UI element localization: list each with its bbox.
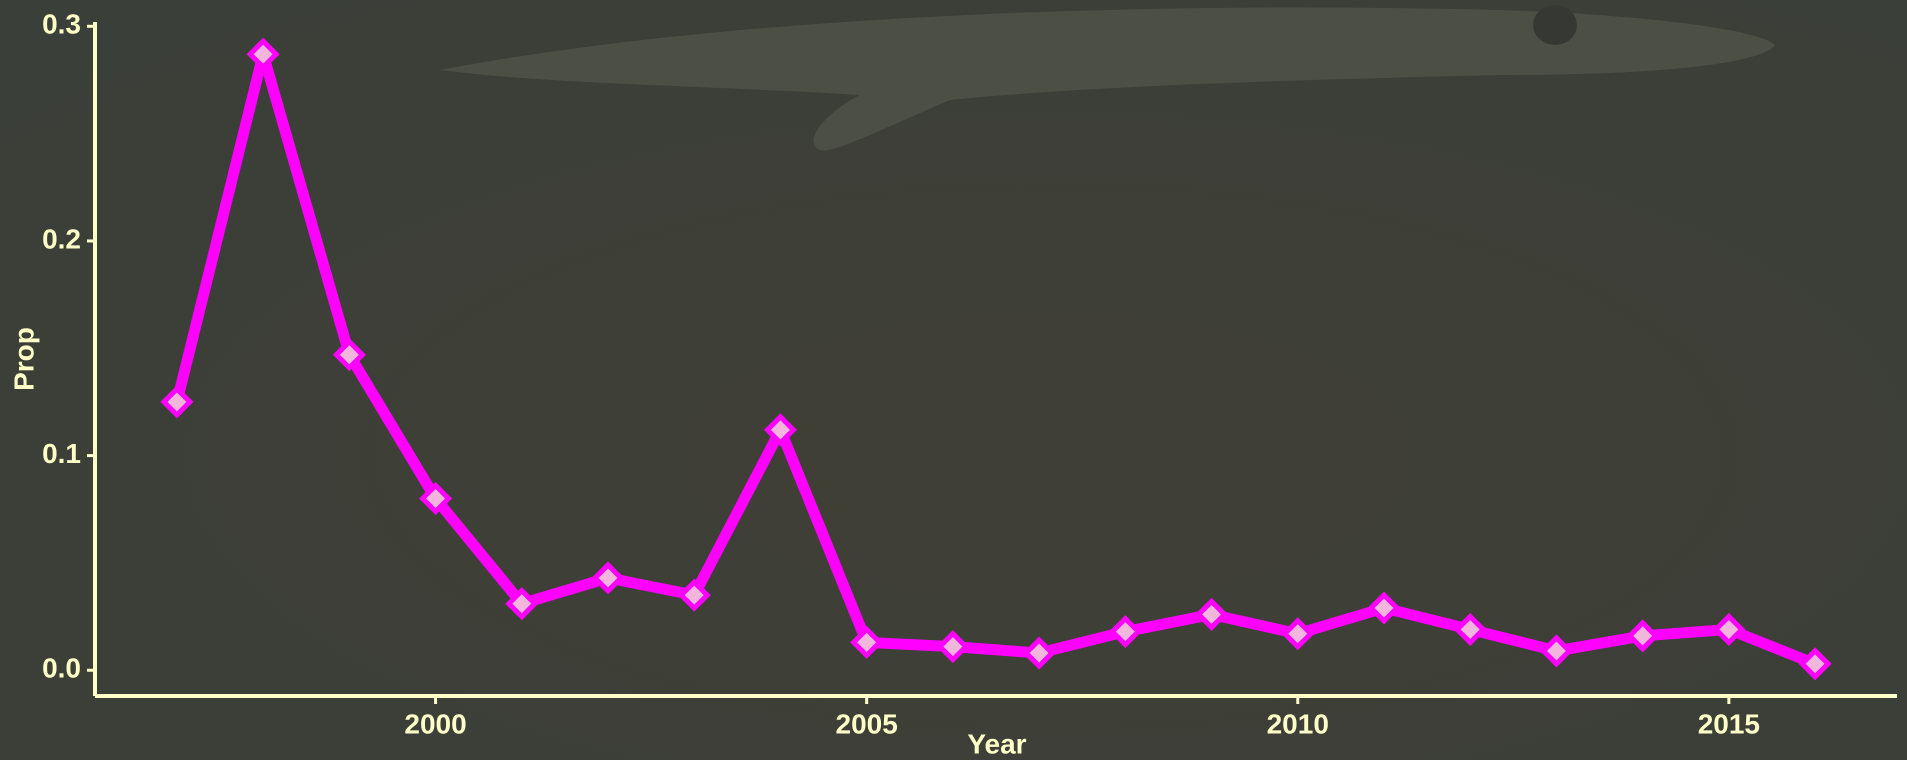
data-point <box>1022 636 1056 670</box>
y-tick-label: 0.0 <box>42 653 81 684</box>
x-tick-label: 2000 <box>404 708 466 739</box>
x-axis-title: Year <box>967 728 1026 759</box>
data-point <box>763 413 797 447</box>
data-point <box>591 561 625 595</box>
data-point <box>1798 647 1832 681</box>
plot: 0.0 0.1 0.2 0.3 2000 2005 2010 2015 <box>42 9 1897 739</box>
data-point <box>419 481 453 516</box>
data-point <box>1108 615 1142 649</box>
data-point <box>936 630 970 664</box>
data-point <box>1367 591 1401 625</box>
x-tick-label: 2015 <box>1698 708 1760 739</box>
data-line <box>171 48 1821 670</box>
y-tick-label: 0.1 <box>42 438 81 469</box>
data-point <box>1281 617 1315 651</box>
x-tick-label: 2010 <box>1267 708 1329 739</box>
data-point <box>160 385 194 419</box>
y-tick-label: 0.3 <box>42 9 81 40</box>
y-tick-label: 0.2 <box>42 223 81 254</box>
data-point <box>1195 597 1229 631</box>
data-point <box>850 625 884 659</box>
shark-silhouette <box>440 5 1775 151</box>
data-point <box>1539 634 1573 668</box>
data-point <box>1626 619 1660 653</box>
data-point <box>505 587 539 621</box>
y-axis-title: Prop <box>8 327 39 391</box>
data-point <box>1712 612 1746 646</box>
data-point <box>332 338 366 372</box>
x-tick-label: 2005 <box>836 708 898 739</box>
data-point <box>1453 612 1487 646</box>
data-point <box>677 578 711 612</box>
data-point <box>246 37 280 71</box>
